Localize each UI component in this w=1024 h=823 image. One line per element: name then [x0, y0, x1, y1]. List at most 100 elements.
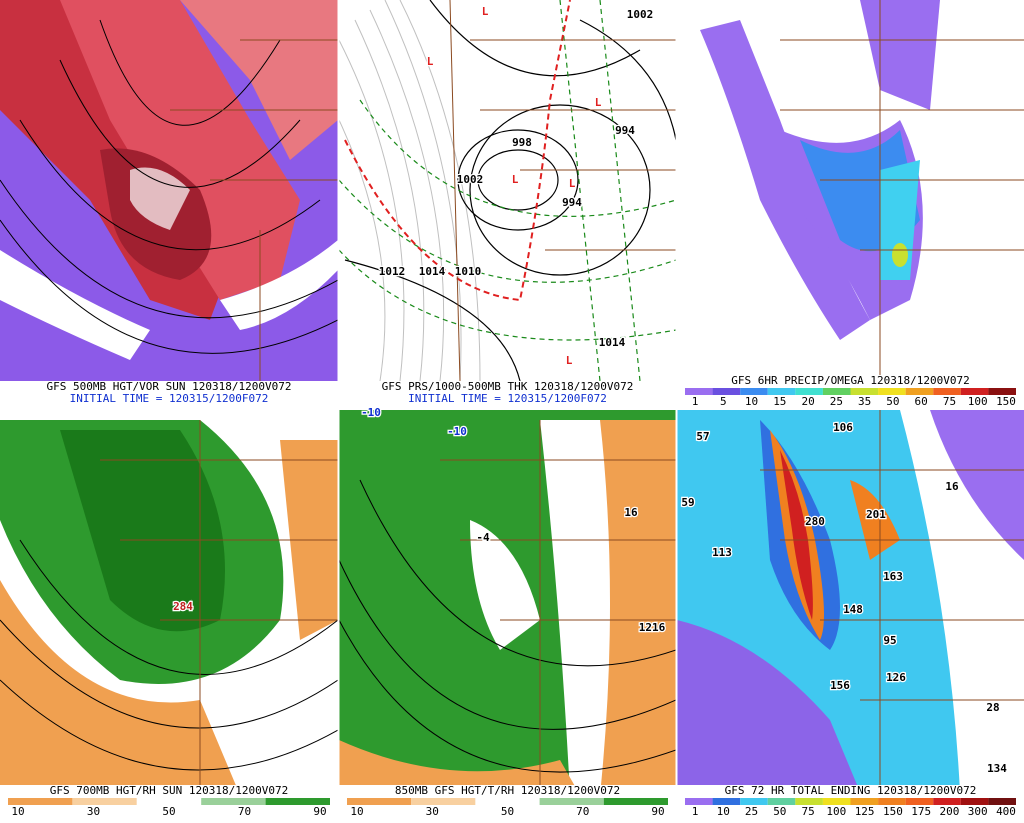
map-label: 1014: [599, 336, 626, 349]
map-label: -10: [447, 425, 467, 438]
legend-label: 10: [745, 395, 758, 408]
legend-label: 5: [720, 395, 727, 408]
legend-swatch: [905, 388, 934, 395]
panel-title: GFS 700MB HGT/RH SUN 120318/1200V072: [50, 784, 288, 797]
map-label: 1216: [639, 621, 666, 634]
legend-swatch: [960, 798, 989, 805]
map-pressure: [339, 0, 676, 381]
legend-label: 300: [968, 805, 988, 818]
legend-swatch: [539, 798, 604, 805]
legend-label: 75: [943, 395, 956, 408]
legend-swatch: [767, 388, 796, 395]
map-total-precip: [677, 410, 1024, 792]
map-500mb: [0, 0, 338, 381]
legend-label: 1: [692, 805, 699, 818]
overlay: GFS 500MB HGT/VOR SUN 120318/1200V072INI…: [0, 4, 1024, 819]
legend-label: 50: [501, 805, 514, 818]
caption-bg: [339, 381, 676, 409]
map-label: 16: [945, 480, 959, 493]
map-label: 994: [562, 196, 582, 209]
legend-label: 60: [915, 395, 928, 408]
legend-label: 100: [968, 395, 988, 408]
map-label: L: [566, 354, 573, 367]
legend-label: 25: [745, 805, 758, 818]
legend-label: 200: [940, 805, 960, 818]
map-700mb: [0, 410, 338, 795]
legend-swatch: [740, 388, 768, 395]
legend-swatch: [712, 388, 741, 395]
legend-swatch: [136, 798, 202, 805]
legend-label: 75: [801, 805, 814, 818]
legend-label: 70: [576, 805, 589, 818]
legend-swatch: [933, 798, 961, 805]
legend-swatch: [8, 798, 73, 805]
legend-label: 15: [773, 395, 786, 408]
legend-label: 10: [11, 805, 24, 818]
map-label: 1002: [457, 173, 484, 186]
map-label: L: [482, 5, 489, 18]
legend-label: 50: [886, 395, 899, 408]
legend-swatch: [878, 388, 906, 395]
map-label: 126: [886, 671, 906, 684]
legend-swatch: [795, 798, 823, 805]
map-label: L: [427, 55, 434, 68]
legend-swatch: [960, 388, 989, 395]
map-label: 134: [987, 762, 1007, 775]
legend-label: 20: [801, 395, 814, 408]
map-label: L: [595, 96, 602, 109]
legend-label: 90: [313, 805, 326, 818]
map-label: 163: [883, 570, 903, 583]
legend-label: 400: [996, 805, 1016, 818]
map-label: 201: [866, 508, 886, 521]
map-label: 1010: [455, 265, 482, 278]
legend-swatch: [740, 798, 768, 805]
panel-subtitle: INITIAL TIME = 120315/1200F072: [408, 392, 607, 405]
legend-swatch: [795, 388, 823, 395]
legend-label: 150: [883, 805, 903, 818]
map-label: 284: [173, 600, 193, 613]
panel-title: GFS 72 HR TOTAL ENDING 120318/1200V072: [725, 784, 977, 797]
legend-swatch: [265, 798, 330, 805]
map-precip: [677, 0, 1024, 381]
caption-bg: [0, 381, 338, 409]
legend-label: 100: [826, 805, 846, 818]
legend-swatch: [850, 798, 879, 805]
map-label: -4: [476, 531, 490, 544]
legend-swatch: [988, 388, 1016, 395]
legend-swatch: [822, 798, 851, 805]
legend-label: 50: [773, 805, 786, 818]
legend-label: 30: [87, 805, 100, 818]
legend-swatch: [685, 388, 713, 395]
legend-label: 10: [717, 805, 730, 818]
legend-swatch: [767, 798, 796, 805]
map-label: 280: [805, 515, 825, 528]
legend-swatch: [201, 798, 266, 805]
panel-subtitle: INITIAL TIME = 120315/1200F072: [70, 392, 269, 405]
legend-swatch: [988, 798, 1016, 805]
legend-label: 175: [911, 805, 931, 818]
legend-swatch: [475, 798, 540, 805]
map-label: 994: [615, 124, 635, 137]
legend-label: 10: [350, 805, 363, 818]
map-label: 59: [681, 496, 694, 509]
legend-swatch: [603, 798, 668, 805]
legend-label: 150: [996, 395, 1016, 408]
legend-swatch: [878, 798, 906, 805]
legend-swatch: [712, 798, 741, 805]
legend-label: 35: [858, 395, 871, 408]
map-label: 113: [712, 546, 732, 559]
panel-title: GFS 6HR PRECIP/OMEGA 120318/1200V072: [731, 374, 969, 387]
map-label: 1002: [627, 8, 654, 21]
map-label: 28: [986, 701, 999, 714]
map-label: 148: [843, 603, 863, 616]
legend-swatch: [905, 798, 934, 805]
legend-label: 90: [651, 805, 664, 818]
map-850mb: [339, 410, 676, 795]
legend-swatch: [933, 388, 961, 395]
map-label: 998: [512, 136, 532, 149]
map-label: 16: [624, 506, 638, 519]
map-label: 156: [830, 679, 850, 692]
legend-swatch: [850, 388, 879, 395]
legend-swatch: [411, 798, 476, 805]
